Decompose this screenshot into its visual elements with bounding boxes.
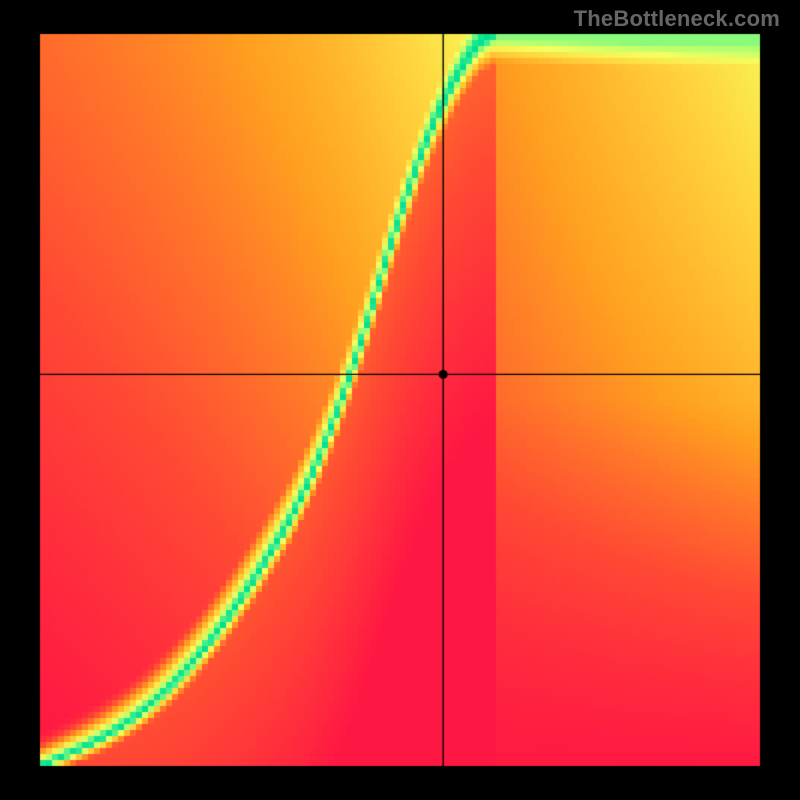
chart-container: TheBottleneck.com xyxy=(0,0,800,800)
watermark-text: TheBottleneck.com xyxy=(574,6,780,32)
heatmap-canvas xyxy=(0,0,800,800)
